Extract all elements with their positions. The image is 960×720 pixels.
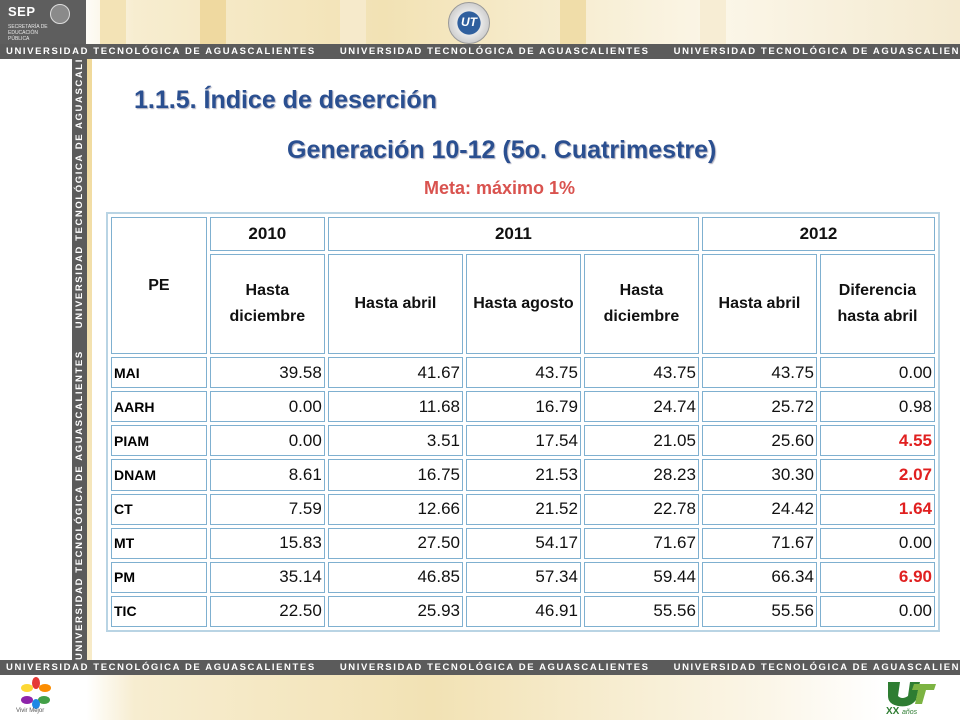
footer-banner: [0, 675, 960, 720]
sep-logo: SEP SECRETARÍA DE EDUCACIÓN PÚBLICA: [0, 0, 86, 44]
vivir-mejor-label: Vivir Mejor: [16, 708, 45, 714]
mexico-seal-icon: [50, 4, 70, 24]
value-cell: 0.00: [819, 357, 935, 389]
value-cell: 15.83: [209, 527, 325, 559]
generation-title: Generación 10-12 (5o. Cuatrimestre): [287, 136, 717, 164]
ut-20-years-logo-icon: XX años: [886, 682, 936, 716]
value-cell: 41.67: [327, 357, 463, 389]
ut-xx-text: XX: [886, 706, 900, 716]
pe-cell: PIAM: [111, 425, 207, 457]
value-cell: 66.34: [701, 561, 817, 593]
value-cell: 16.79: [465, 391, 581, 423]
ut-logo: UT: [448, 2, 490, 44]
value-cell: 22.50: [209, 595, 325, 627]
pe-header: PE: [111, 217, 207, 354]
value-cell: 54.17: [465, 527, 581, 559]
value-cell: 59.44: [583, 561, 699, 593]
value-cell: 43.75: [701, 357, 817, 389]
pe-cell: PM: [111, 561, 207, 593]
value-cell: 12.66: [327, 493, 463, 525]
pe-cell: MT: [111, 527, 207, 559]
column-header: Hasta diciembre: [209, 254, 325, 354]
value-cell: 4.55: [819, 425, 935, 457]
value-cell: 25.93: [327, 595, 463, 627]
table-row: DNAM 8.61 16.75 21.53 28.23 30.30 2.07: [111, 459, 935, 491]
table-row: MT 15.83 27.50 54.17 71.67 71.67 0.00: [111, 527, 935, 559]
value-cell: 0.00: [209, 391, 325, 423]
table-body: MAI 39.58 41.67 43.75 43.75 43.75 0.00 AARH 0.00…: [111, 357, 935, 627]
year-header-2010: 2010: [209, 217, 325, 251]
value-cell: 21.52: [465, 493, 581, 525]
value-cell: 46.85: [327, 561, 463, 593]
pe-cell: CT: [111, 493, 207, 525]
value-cell: 21.05: [583, 425, 699, 457]
year-header-2012: 2012: [701, 217, 935, 251]
value-cell: 0.00: [209, 425, 325, 457]
dropout-table: PE 2010 2011 2012 Hasta diciembre Hasta …: [106, 212, 940, 632]
value-cell: 0.98: [819, 391, 935, 423]
decorative-side-strip: [87, 59, 92, 660]
value-cell: 1.64: [819, 493, 935, 525]
table-row: AARH 0.00 11.68 16.79 24.74 25.72 0.98: [111, 391, 935, 423]
year-header-2011: 2011: [327, 217, 699, 251]
value-cell: 30.30: [701, 459, 817, 491]
value-cell: 24.74: [583, 391, 699, 423]
value-cell: 24.42: [701, 493, 817, 525]
column-header: Hasta diciembre: [583, 254, 699, 354]
section-title: 1.1.5. Índice de deserción: [134, 86, 437, 114]
table-row: PM 35.14 46.85 57.34 59.44 66.34 6.90: [111, 561, 935, 593]
value-cell: 28.23: [583, 459, 699, 491]
top-banner: SEP SECRETARÍA DE EDUCACIÓN PÚBLICA UT: [0, 0, 960, 44]
university-band-bottom: UNIVERSIDAD TECNOLÓGICA DE AGUASCALIENTE…: [0, 660, 960, 675]
ut-logo-text: UT: [461, 15, 477, 29]
value-cell: 8.61: [209, 459, 325, 491]
value-cell: 22.78: [583, 493, 699, 525]
value-cell: 71.67: [583, 527, 699, 559]
value-cell: 25.60: [701, 425, 817, 457]
value-cell: 35.14: [209, 561, 325, 593]
sep-label: SEP: [8, 4, 36, 19]
value-cell: 39.58: [209, 357, 325, 389]
ut-xx-sub: años: [902, 709, 918, 716]
value-cell: 2.07: [819, 459, 935, 491]
value-cell: 16.75: [327, 459, 463, 491]
column-header: Diferencia hasta abril: [819, 254, 935, 354]
table-row: TIC 22.50 25.93 46.91 55.56 55.56 0.00: [111, 595, 935, 627]
value-cell: 6.90: [819, 561, 935, 593]
value-cell: 0.00: [819, 527, 935, 559]
table-row: MAI 39.58 41.67 43.75 43.75 43.75 0.00: [111, 357, 935, 389]
column-header: Hasta abril: [701, 254, 817, 354]
university-band-side: UNIVERSIDAD TECNOLÓGICA DE AGUASCALIENTE…: [72, 59, 87, 660]
pe-cell: AARH: [111, 391, 207, 423]
column-header: Hasta agosto: [465, 254, 581, 354]
dropout-table-wrapper: PE 2010 2011 2012 Hasta diciembre Hasta …: [106, 212, 940, 632]
column-header: Hasta abril: [327, 254, 463, 354]
value-cell: 43.75: [465, 357, 581, 389]
pe-cell: MAI: [111, 357, 207, 389]
value-cell: 46.91: [465, 595, 581, 627]
value-cell: 0.00: [819, 595, 935, 627]
pe-cell: TIC: [111, 595, 207, 627]
university-band-top: UNIVERSIDAD TECNOLÓGICA DE AGUASCALIENTE…: [0, 44, 960, 59]
pe-cell: DNAM: [111, 459, 207, 491]
value-cell: 21.53: [465, 459, 581, 491]
vivir-mejor-flower-icon: [21, 677, 51, 709]
value-cell: 55.56: [701, 595, 817, 627]
table-row: CT 7.59 12.66 21.52 22.78 24.42 1.64: [111, 493, 935, 525]
value-cell: 25.72: [701, 391, 817, 423]
value-cell: 57.34: [465, 561, 581, 593]
value-cell: 3.51: [327, 425, 463, 457]
value-cell: 55.56: [583, 595, 699, 627]
sep-subtitle: SECRETARÍA DE EDUCACIÓN PÚBLICA: [8, 24, 48, 42]
value-cell: 7.59: [209, 493, 325, 525]
value-cell: 27.50: [327, 527, 463, 559]
goal-text: Meta: máximo 1%: [424, 178, 576, 198]
value-cell: 43.75: [583, 357, 699, 389]
table-row: PIAM 0.00 3.51 17.54 21.05 25.60 4.55: [111, 425, 935, 457]
value-cell: 11.68: [327, 391, 463, 423]
value-cell: 17.54: [465, 425, 581, 457]
value-cell: 71.67: [701, 527, 817, 559]
